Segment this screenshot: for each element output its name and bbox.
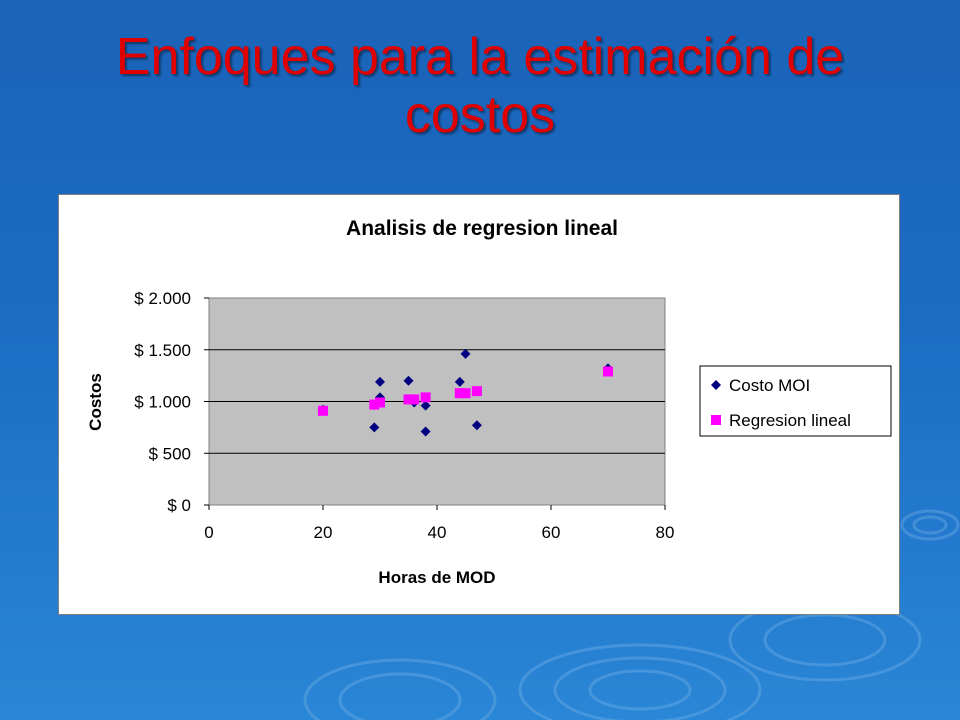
- point-regresion-lineal: [420, 392, 431, 403]
- x-tick-label: 20: [314, 523, 333, 542]
- legend-box: [699, 365, 892, 437]
- y-tick-label: $ 2.000: [134, 289, 191, 308]
- point-regresion-lineal: [460, 388, 471, 399]
- point-costo-moi: [375, 376, 385, 387]
- y-tick-label: $ 0: [167, 496, 191, 515]
- point-regresion-lineal: [369, 399, 380, 410]
- point-costo-moi: [420, 426, 431, 437]
- point-costo-moi: [460, 348, 471, 359]
- point-costo-moi: [454, 376, 465, 387]
- legend-label-regresion-lineal: Regresion lineal: [729, 411, 851, 430]
- chart-title: Analisis de regresion lineal: [346, 217, 618, 240]
- gridlines: [209, 349, 665, 454]
- legend: Costo MOI Regresion lineal: [699, 365, 892, 437]
- y-tick-label: $ 1.000: [134, 393, 191, 412]
- point-regresion-lineal: [375, 397, 385, 408]
- point-costo-moi: [403, 375, 414, 386]
- x-tick-label: 0: [204, 523, 213, 542]
- y-axis-label: Costos: [86, 373, 105, 431]
- legend-label-costo-moi: Costo MOI: [729, 376, 810, 395]
- legend-marker-regresion-lineal: [711, 415, 721, 425]
- point-costo-moi: [471, 420, 482, 431]
- point-regresion-lineal: [318, 405, 328, 416]
- point-regresion-lineal: [403, 394, 414, 405]
- slide-title-line1: Enfoques para la estimación de: [115, 28, 845, 86]
- chart-frame: Analisis de regresion lineal $ 0 $ 500 $ 1…: [58, 194, 900, 615]
- slide-title-line2: costos: [404, 86, 556, 144]
- point-costo-moi: [420, 400, 431, 411]
- x-axis-label: Horas de MOD: [378, 568, 495, 587]
- scatter-chart: Analisis de regresion lineal $ 0 $ 500 $ 1…: [86, 217, 892, 587]
- x-tick-label: 40: [428, 523, 447, 542]
- point-regresion-lineal: [454, 388, 465, 399]
- point-costo-moi: [369, 422, 380, 433]
- y-tick-label: $ 500: [148, 444, 191, 463]
- data-points: [318, 348, 613, 437]
- y-axis-ticks: $ 0 $ 500 $ 1.000 $ 1.500 $ 2.000: [134, 289, 209, 515]
- point-regresion-lineal: [471, 386, 482, 397]
- slide-title: Enfoques para la estimación de costos: [0, 28, 960, 144]
- x-tick-label: 80: [656, 523, 675, 542]
- y-tick-label: $ 1.500: [134, 341, 191, 360]
- point-regresion-lineal: [603, 366, 613, 377]
- legend-marker-costo-moi: [711, 380, 721, 390]
- point-regresion-lineal: [409, 394, 420, 405]
- x-axis-ticks: 0 20 40 60 80: [204, 505, 674, 542]
- x-tick-label: 60: [542, 523, 561, 542]
